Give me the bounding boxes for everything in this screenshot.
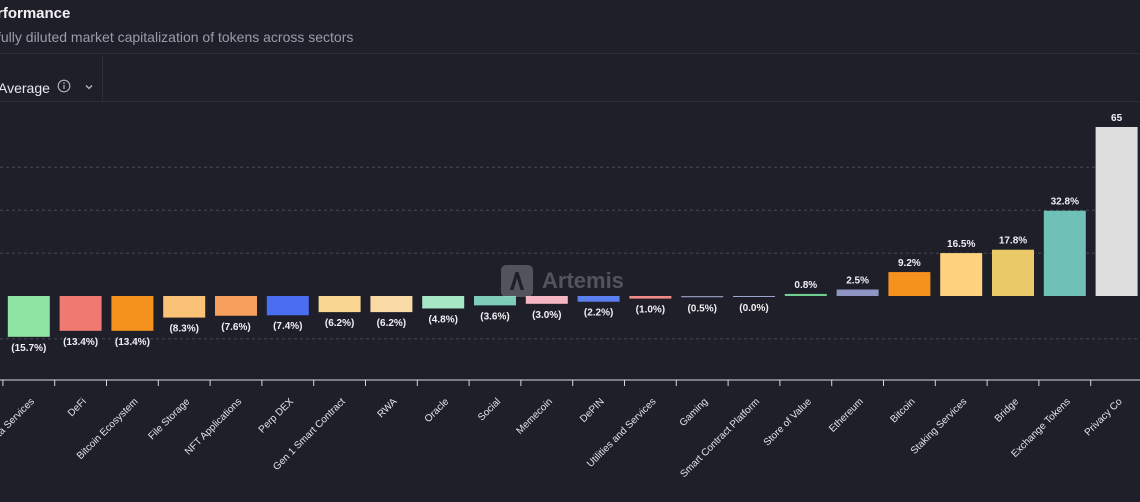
data-label: (4.8%) [428,314,457,325]
data-label: (2.2%) [584,308,613,319]
artemis-watermark: Artemis [500,264,624,298]
data-label: (15.7%) [11,343,46,354]
bar [888,272,931,296]
data-label: (0.0%) [739,303,768,314]
category-label: Social [476,396,503,423]
data-label: (13.4%) [115,337,150,348]
category-label: Oracle [423,396,452,425]
aggregation-dropdown[interactable]: Average [0,76,94,100]
data-label: 16.5% [947,239,975,250]
data-label: (13.4%) [63,337,98,348]
data-label: (7.4%) [273,321,302,332]
data-label: (3.6%) [480,311,509,322]
bar [370,296,413,313]
bar [1095,127,1138,296]
category-label: DePIN [578,396,607,425]
bar [577,296,620,302]
category-label: RWA [376,396,400,420]
category-label: Bitcoin [889,396,918,425]
artemis-logo-icon [501,265,533,297]
category-label: DeFi [66,396,89,419]
data-label: 32.8% [1051,197,1079,208]
aggregation-label: Average [0,80,50,96]
data-label: (3.0%) [532,310,561,321]
data-label: (7.6%) [221,322,250,333]
data-label: (8.3%) [169,324,198,335]
bar [163,296,206,318]
category-label: Staking Services [909,396,969,456]
category-label: Perp DEX [257,396,296,435]
info-icon[interactable] [57,79,71,98]
bar [1043,210,1086,296]
chevron-down-icon [84,79,94,97]
bar [836,289,879,296]
category-label: Memecoin [515,396,555,436]
data-label: (1.0%) [636,305,665,316]
controls-divider [0,101,1140,102]
data-label: (0.5%) [687,303,716,314]
data-label: 0.8% [794,280,817,291]
bar [525,296,568,304]
data-label: 9.2% [898,258,921,269]
category-label: Ethereum [827,396,865,434]
bar [7,296,50,337]
category-label: NFT Applications [183,396,244,457]
data-label: (6.2%) [325,318,354,329]
bar [784,293,827,296]
category-label: File Storage [146,396,192,442]
control-divider [102,56,103,101]
bar [474,296,516,306]
bar [681,296,724,298]
watermark-text: Artemis [542,268,624,293]
category-label: Privacy Co [1083,396,1125,438]
bar [266,296,309,316]
data-label: 2.5% [846,276,869,287]
data-label: 17.8% [999,236,1027,247]
bar [59,296,102,331]
header-divider [0,53,1140,54]
bar [733,296,775,297]
bar [940,253,983,296]
bar [318,296,361,313]
chart-subtitle: fully diluted market capitalization of t… [0,29,354,45]
category-label: Store of Value [762,396,814,448]
data-label: 65 [1111,113,1123,124]
bar [992,249,1034,296]
bar [629,296,672,299]
category-label: Data Services [0,396,37,448]
data-label: (6.2%) [377,318,406,329]
category-label: Bridge [993,396,1022,425]
bar [111,296,154,331]
bar [215,296,257,316]
chart-title: rformance [0,5,71,22]
category-label: Gaming [678,396,711,429]
bar [422,296,465,309]
